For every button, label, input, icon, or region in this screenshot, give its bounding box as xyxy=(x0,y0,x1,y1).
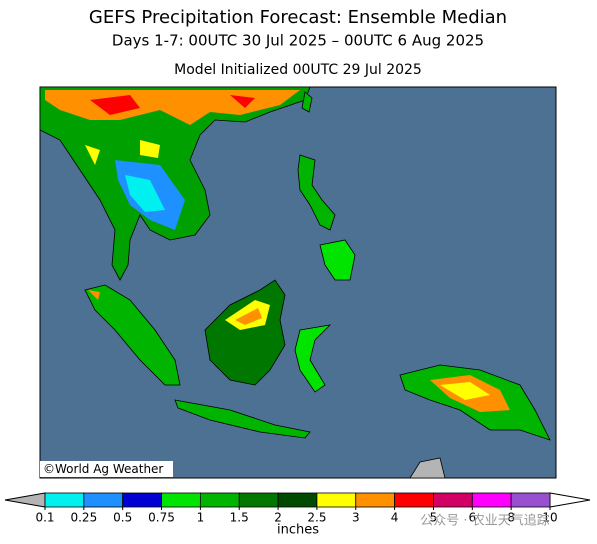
color-segment xyxy=(471,492,512,508)
land xyxy=(84,284,181,386)
land xyxy=(294,324,332,393)
color-segment xyxy=(394,492,434,508)
land xyxy=(39,86,311,281)
tick-label: 1 xyxy=(197,511,205,525)
color-segment xyxy=(161,492,201,508)
rain-dry xyxy=(125,175,165,212)
copyright-box xyxy=(40,461,173,477)
unit-label: inches xyxy=(277,523,319,538)
color-segment xyxy=(238,492,279,508)
rain xyxy=(88,290,100,300)
tick-label: 4 xyxy=(391,511,399,525)
tick-label: 6 xyxy=(468,511,476,525)
color-segment xyxy=(510,492,551,508)
tick-label: 2 xyxy=(274,511,282,525)
tick-label: 3 xyxy=(352,511,360,525)
rain xyxy=(440,382,490,400)
tick-label: 0.5 xyxy=(113,511,132,525)
tick-label: 5 xyxy=(430,511,438,525)
tick-label: 0.25 xyxy=(70,511,97,525)
color-segment xyxy=(44,492,85,508)
land xyxy=(297,154,336,231)
rain-heavy xyxy=(90,95,255,115)
map: ©World Ag Weather xyxy=(39,86,557,479)
color-segment xyxy=(122,492,162,508)
tick-label: 10 xyxy=(542,511,557,525)
subtitle: Days 1-7: 00UTC 30 Jul 2025 – 00UTC 6 Au… xyxy=(112,32,484,50)
color-segment xyxy=(316,492,357,508)
watermark: 公众号 · 农业天气追踪 xyxy=(420,513,549,529)
colorbar: 0.1 0.25 0.5 0.75 1 1.5 2 2.5 3 4 5 6 8 10 xyxy=(4,492,591,525)
rain xyxy=(85,140,160,165)
under-arrow xyxy=(4,492,46,508)
color-segment xyxy=(277,492,318,508)
color-segment xyxy=(199,492,240,508)
tick-label: 8 xyxy=(507,511,515,525)
copyright: ©World Ag Weather xyxy=(43,462,163,476)
land xyxy=(174,399,311,439)
rain-heavy xyxy=(235,308,262,325)
tick-label: 1.5 xyxy=(230,511,249,525)
title: GEFS Precipitation Forecast: Ensemble Me… xyxy=(89,7,507,28)
init-time: Model Initialized 00UTC 29 Jul 2025 xyxy=(174,62,422,78)
color-segment xyxy=(355,492,396,508)
over-arrow xyxy=(549,492,591,508)
land xyxy=(301,91,313,113)
land xyxy=(319,239,356,281)
land xyxy=(409,457,446,479)
tick-label: 2.5 xyxy=(307,511,326,525)
color-segment xyxy=(433,492,473,508)
color-segment xyxy=(83,492,124,508)
tick-label: 0.75 xyxy=(148,511,175,525)
tick-label: 0.1 xyxy=(35,511,54,525)
